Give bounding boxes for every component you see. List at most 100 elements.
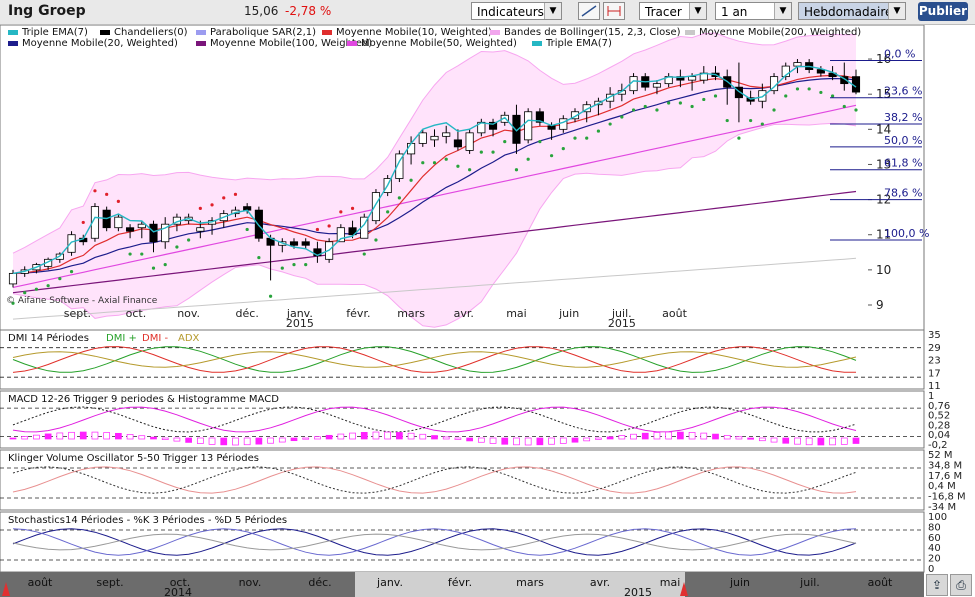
indicator-tick-label: 17 [928, 368, 941, 379]
horizontal-line-tool-button[interactable] [603, 2, 625, 20]
sar-dot [585, 136, 589, 140]
macd-histogram-bar [290, 437, 298, 442]
indicator-line [12, 533, 857, 551]
chevron-down-icon: ▼ [689, 3, 706, 19]
indicators-dropdown[interactable]: Indicateurs ▼ [471, 2, 562, 20]
candle-body [289, 241, 299, 246]
indicator-tick-label: 0,28 [928, 420, 950, 431]
sar-dot [795, 87, 800, 91]
legend-swatch [196, 41, 206, 46]
y-tick-label: 13 [876, 157, 891, 171]
macd-histogram-bar [208, 437, 216, 445]
candle-body [559, 118, 568, 130]
macd-histogram-bar [442, 436, 450, 440]
print-icon: ⎙ [956, 578, 966, 592]
indicators-label: Indicateurs [477, 5, 544, 19]
frequency-select[interactable]: Hebdomadaire ▼ [798, 2, 906, 20]
trendline-tool-button[interactable] [578, 2, 600, 20]
macd-histogram-bar [641, 432, 649, 440]
year-label: 2015 [286, 317, 314, 330]
sar-dot [198, 206, 202, 210]
legend-swatch [685, 30, 695, 35]
macd-histogram-bar [735, 436, 743, 440]
indicator-tick-label: 23 [928, 356, 941, 367]
export-icon: ⇪ [931, 578, 943, 592]
macd-histogram-bar [536, 437, 544, 446]
period-select[interactable]: 1 an ▼ [715, 2, 792, 20]
sar-dot [842, 104, 846, 109]
macd-histogram-bar [524, 437, 532, 446]
macd-histogram-bar [431, 435, 438, 440]
sar-dot [46, 284, 50, 288]
candle-body [512, 114, 521, 144]
indicator-line [12, 351, 857, 368]
legend-swatch [8, 41, 18, 46]
draw-dropdown[interactable]: Tracer ▼ [639, 2, 707, 20]
sar-dot [397, 196, 401, 200]
x-tick-label: avr. [454, 307, 474, 320]
timeline-handle-left [2, 582, 10, 596]
macd-histogram-bar [302, 437, 310, 440]
fib-level-label: 50,0 % [884, 134, 922, 147]
sar-dot [245, 227, 249, 232]
sar-dot [573, 136, 577, 140]
macd-histogram-bar [817, 437, 825, 446]
indicator-tick-label: 0,76 [928, 401, 950, 412]
macd-histogram-bar [126, 434, 134, 440]
macd-histogram-bar [840, 437, 848, 445]
candle-body [301, 241, 310, 246]
sar-dot [456, 164, 460, 168]
legend-entry: Moyenne Mobile(10, Weighted) [336, 27, 492, 38]
macd-histogram-bar [677, 431, 684, 440]
legend-entry: Parabolique SAR(2,1) [210, 27, 316, 38]
indicator-title: DMI 14 Périodes [8, 332, 89, 344]
sar-dot [526, 157, 530, 161]
candle-body [254, 209, 263, 239]
indicator-tick-label: 52 M [928, 450, 953, 461]
sar-dot [690, 104, 694, 109]
macd-histogram-bar [220, 437, 228, 446]
legend-entry: Chandeliers(0) [114, 27, 188, 38]
candle-body [606, 93, 615, 102]
legend-entry: Moyenne Mobile(20, Weighted) [22, 38, 178, 49]
sar-dot [151, 266, 156, 270]
y-tick-label: 16 [876, 52, 891, 66]
sar-dot [725, 118, 729, 123]
indicator-title: Klinger Volume Oscillator 5-50 Trigger 1… [8, 452, 259, 464]
sar-dot [514, 168, 519, 172]
x-tick-label: sept. [64, 307, 91, 320]
x-tick-label: août [662, 307, 687, 320]
sar-dot [784, 94, 788, 98]
chevron-down-icon: ▼ [888, 3, 905, 19]
indicator-title: MACD 12-26 Trigger 9 periodes & Histogra… [8, 394, 279, 405]
x-tick-label: févr. [346, 307, 370, 320]
period-value: 1 an [721, 5, 748, 19]
export-button[interactable]: ⇪ [926, 574, 948, 596]
macd-histogram-bar [91, 431, 99, 440]
legend-entry: Bandes de Bollinger(15, 2,3, Close) [504, 27, 681, 38]
indicator-tick-label: 1 [928, 391, 934, 402]
macd-histogram-bar [161, 437, 169, 440]
publish-button[interactable]: Publier [918, 2, 968, 21]
macd-histogram-bar [747, 437, 754, 440]
legend-swatch [322, 30, 332, 35]
indicator-tick-label: 80 [928, 522, 941, 533]
legend-entry: Triple EMA(7) [545, 38, 612, 49]
macd-histogram-bar [595, 437, 602, 440]
macd-histogram-bar [396, 432, 403, 440]
draw-label: Tracer [645, 5, 682, 19]
macd-histogram-bar [56, 432, 64, 440]
toolbar: Ing Groep 15,06 -2,78 % Indicateurs ▼ Tr… [0, 0, 975, 25]
sar-dot [93, 189, 97, 193]
sar-dot [549, 154, 554, 158]
sar-dot [11, 301, 15, 305]
sar-dot [444, 157, 448, 161]
macd-histogram-bar [454, 437, 462, 440]
indicator-line [12, 466, 857, 494]
indicator-series-label: DMI + [106, 333, 137, 344]
macd-histogram-bar [173, 437, 181, 442]
sar-dot [350, 206, 355, 210]
last-price: 15,06 [244, 4, 279, 18]
print-button[interactable]: ⎙ [950, 574, 972, 596]
